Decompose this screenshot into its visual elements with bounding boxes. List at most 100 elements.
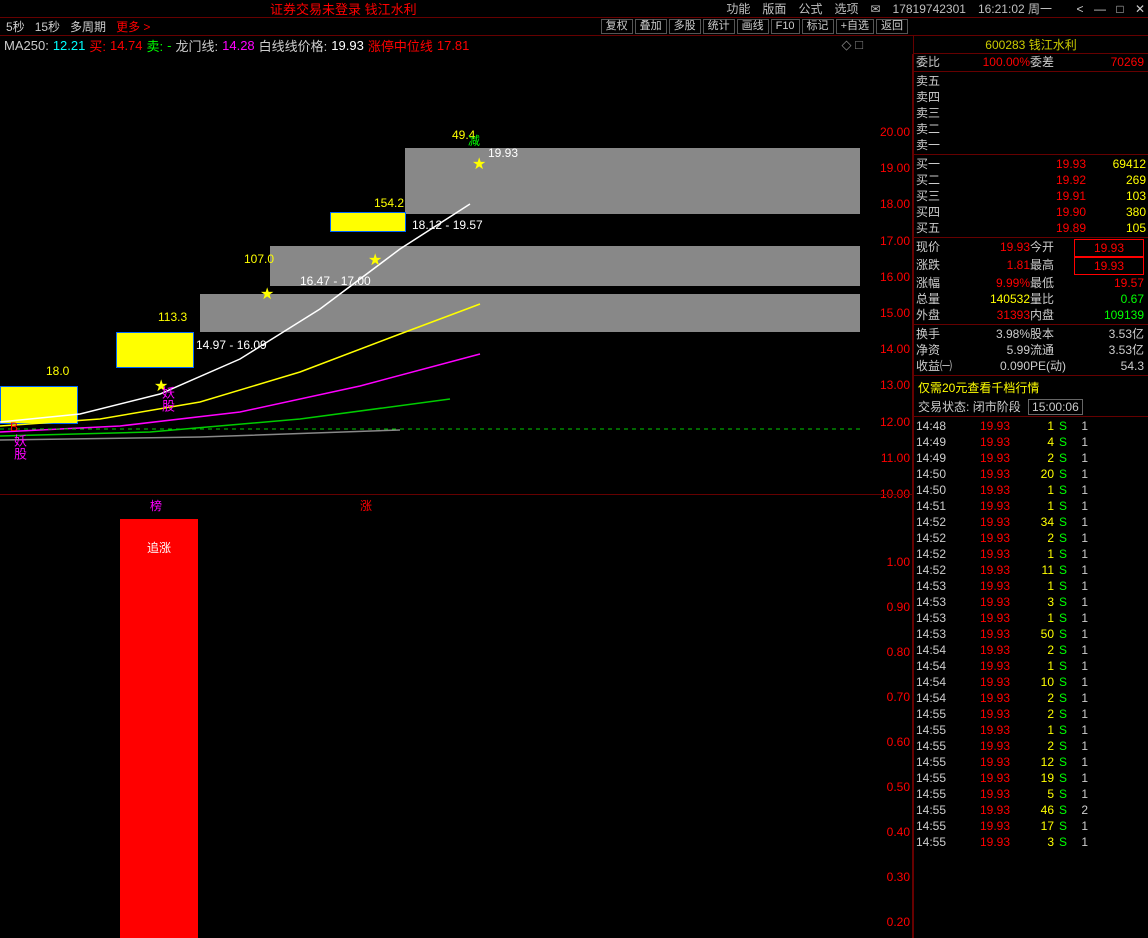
info2-row: 换手3.98%股本3.53亿 [914,326,1148,342]
tick-time: 14:49 [916,450,958,466]
tick-count: 1 [1072,466,1088,482]
tick-row: 14:5419.931S1 [914,658,1148,674]
tick-side: S [1054,466,1072,482]
tick-row: 14:5519.9319S1 [914,770,1148,786]
tick-price: 19.93 [958,658,1010,674]
tick-price: 19.93 [958,674,1010,690]
tick-price: 19.93 [958,770,1010,786]
tick-vol: 1 [1010,418,1054,434]
tick-row: 14:5519.9346S2 [914,802,1148,818]
tick-row: 14:5419.932S1 [914,690,1148,706]
tick-row: 14:5019.931S1 [914,482,1148,498]
period-5s[interactable]: 5秒 [6,18,25,35]
tick-count: 1 [1072,674,1088,690]
tool-drawline[interactable]: 画线 [737,19,769,34]
tick-row: 14:5519.9317S1 [914,818,1148,834]
tick-row: 14:5319.9350S1 [914,626,1148,642]
menu-option[interactable]: 选项 [834,0,858,17]
info-lbl1: 涨幅 [916,275,960,291]
period-15s[interactable]: 15秒 [35,18,60,35]
tick-price: 19.93 [958,738,1010,754]
tool-mark[interactable]: 标记 [802,19,834,34]
nav-back-icon[interactable]: < [1072,2,1088,16]
tick-vol: 17 [1010,818,1054,834]
sub-chart[interactable]: 榜涨 追涨 1.000.900.800.700.600.500.400.300.… [0,494,913,938]
maximize-icon[interactable]: □ [1112,2,1128,16]
tick-time: 14:55 [916,786,958,802]
level-row: 买二19.92269 [914,172,1148,188]
tool-back[interactable]: 返回 [876,19,908,34]
tool-multistock[interactable]: 多股 [669,19,701,34]
tick-side: S [1054,818,1072,834]
tick-time: 14:51 [916,498,958,514]
sub-label: 榜 [150,497,162,514]
level-price [952,73,1086,89]
sub-yaxis-tick: 0.80 [887,645,910,659]
menu-formula[interactable]: 公式 [798,0,822,17]
menu-layout[interactable]: 版面 [762,0,786,17]
yaxis-tick: 20.00 [880,125,910,139]
chart-diamond-icon[interactable]: ◇ □ [842,37,863,53]
tick-price: 19.93 [958,786,1010,802]
period-multi[interactable]: 多周期 [70,18,106,35]
minimize-icon[interactable]: — [1092,2,1108,16]
tick-row: 14:5219.931S1 [914,546,1148,562]
level-price [952,137,1086,153]
tick-vol: 19 [1010,770,1054,786]
info2-val2: 3.53亿 [1074,342,1144,358]
tick-side: S [1054,514,1072,530]
top-menu-bar: 证券交易未登录 钱江水利 功能 版面 公式 选项 ✉ 17819742301 1… [0,0,1148,18]
level2-notice[interactable]: 仅需20元查看千档行情 [914,377,1148,398]
tick-vol: 2 [1010,530,1054,546]
status-val: 闭市阶段 [973,400,1021,414]
info-val2: 109139 [1074,307,1144,323]
tick-time: 14:53 [916,578,958,594]
tick-vol: 1 [1010,722,1054,738]
yaxis-tick: 18.00 [880,197,910,211]
tick-time: 14:52 [916,530,958,546]
tool-f10[interactable]: F10 [771,19,800,34]
tool-overlay[interactable]: 叠加 [635,19,667,34]
price-yaxis: 20.0019.0018.0017.0016.0015.0014.0013.00… [868,54,912,494]
info2-lbl1: 收益㈠ [916,358,960,374]
chart-area[interactable]: MA250: 12.21 买: 14.74 卖: - 龙门线: 14.28 白线… [0,36,913,938]
level-price [952,105,1086,121]
period-more[interactable]: 更多 > [116,18,150,35]
tick-count: 1 [1072,690,1088,706]
level-row: 买四19.90380 [914,204,1148,220]
tick-vol: 34 [1010,514,1054,530]
tool-stat[interactable]: 统计 [703,19,735,34]
tick-price: 19.93 [958,690,1010,706]
tick-row: 14:5519.935S1 [914,786,1148,802]
info2-row: 净资5.99流通3.53亿 [914,342,1148,358]
info-lbl2: 今开 [1030,239,1074,257]
tick-side: S [1054,498,1072,514]
tick-row: 14:5119.931S1 [914,498,1148,514]
tick-time: 14:53 [916,594,958,610]
yaxis-tick: 11.00 [881,451,910,465]
menu-func[interactable]: 功能 [726,0,750,17]
tick-list[interactable]: 14:4819.931S114:4919.934S114:4919.932S11… [914,418,1148,850]
mail-icon[interactable]: ✉ [870,2,880,16]
level-vol [1086,105,1146,121]
level-lbl: 卖四 [916,89,952,105]
tick-vol: 2 [1010,690,1054,706]
tool-fq[interactable]: 复权 [601,19,633,34]
info-row: 总量140532量比0.67 [914,291,1148,307]
tick-row: 14:5419.9310S1 [914,674,1148,690]
bid-levels: 买一19.9369412买二19.92269买三19.91103买四19.903… [914,156,1148,236]
bar-label: 追涨 [120,519,198,556]
tick-side: S [1054,706,1072,722]
tick-side: S [1054,658,1072,674]
tick-vol: 2 [1010,706,1054,722]
tick-row: 14:5019.9320S1 [914,466,1148,482]
close-icon[interactable]: ✕ [1132,2,1148,16]
tick-side: S [1054,642,1072,658]
tick-count: 1 [1072,450,1088,466]
tool-addsel[interactable]: +自选 [836,19,874,34]
tick-vol: 1 [1010,498,1054,514]
yaxis-tick: 12.00 [880,415,910,429]
stock-header[interactable]: 600283 钱江水利 [914,36,1148,54]
kline-chart[interactable]: ★★★★ 49.4154.2107.0113.318.0 19.9318.12 … [0,54,913,494]
tick-side: S [1054,450,1072,466]
